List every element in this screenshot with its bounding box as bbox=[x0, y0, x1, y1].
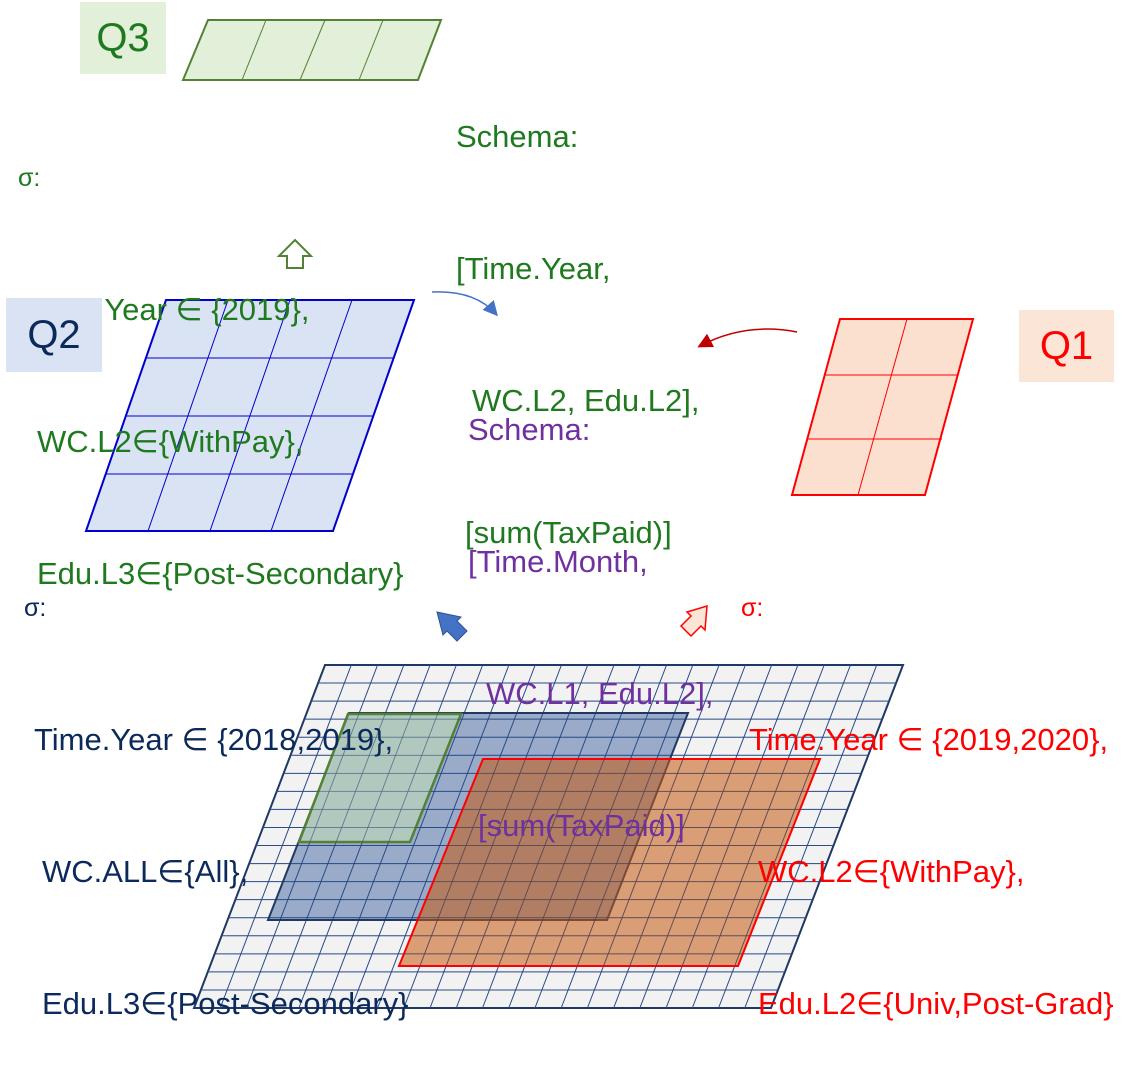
q3-sigma-line-2: WC.L2∈{WithPay}, bbox=[37, 424, 304, 459]
base-cube bbox=[192, 664, 905, 1009]
q3-sigma-line-3: Edu.L3∈{Post-Secondary} bbox=[37, 556, 404, 591]
base-grid-col bbox=[744, 664, 878, 1009]
q1-sigma: σ: Time.Year ∈ {2019,2020}, WC.L2∈{WithP… bbox=[741, 498, 1114, 1070]
q3-schema-line-2: WC.L2, Edu.L2], bbox=[472, 383, 700, 418]
overlay-grid-col bbox=[246, 664, 378, 1009]
overlay-grid-col bbox=[377, 664, 510, 1009]
q2-sigma-line-3: Edu.L3∈{Post-Secondary} bbox=[42, 986, 409, 1021]
base-grid-col bbox=[350, 664, 484, 1009]
overlay-grid-col bbox=[298, 664, 431, 1009]
q1-sigma-line-2: WC.L2∈{WithPay}, bbox=[758, 854, 1025, 889]
overlay-grid-col bbox=[482, 664, 615, 1009]
cube-diagram bbox=[84, 19, 975, 1009]
overlay-grid-col bbox=[324, 664, 457, 1009]
q1-sigma-line-1: Time.Year ∈ {2019,2020}, bbox=[749, 722, 1109, 757]
q3-region bbox=[297, 712, 463, 844]
q3-cube bbox=[181, 19, 443, 81]
overlay-grid-col bbox=[744, 664, 878, 1009]
overlay-grid-col bbox=[508, 664, 641, 1009]
overlay-grid-col bbox=[455, 664, 589, 1009]
q1-sigma-line-0: σ: bbox=[741, 594, 764, 622]
overlay-grid-col bbox=[560, 664, 694, 1009]
q2-schema-line-2: WC.L1, Edu.L2], bbox=[486, 676, 714, 711]
q2-schema-line-1: [Time.Month, bbox=[468, 544, 648, 579]
q3-schema-line-0: Schema: bbox=[456, 119, 579, 154]
overlay-grid-col bbox=[403, 664, 536, 1009]
q2-sigma-line-0: σ: bbox=[24, 594, 47, 622]
q3-schema: Schema: [Time.Year, WC.L2, Edu.L2], [sum… bbox=[456, 27, 699, 599]
overlay-grid-col bbox=[692, 664, 825, 1009]
overlay-grid-col bbox=[534, 664, 667, 1009]
overlay-grid-col bbox=[351, 664, 483, 1009]
q2-sigma-line-1: Time.Year ∈ {2018,2019}, bbox=[34, 722, 394, 757]
overlay-grid-col bbox=[429, 664, 562, 1009]
overlay-grid-col bbox=[587, 664, 720, 1009]
q2-cube bbox=[84, 299, 416, 532]
overlay-grid-col bbox=[665, 664, 799, 1009]
q2-schema-line-3: [sum(TaxPaid)] bbox=[478, 808, 685, 843]
q2-schema-arrow bbox=[431, 291, 498, 317]
overlay-grid-col bbox=[718, 664, 851, 1009]
q3-schema-line-1: [Time.Year, bbox=[456, 251, 611, 286]
base-grid-col bbox=[219, 664, 352, 1009]
q1-cube bbox=[790, 318, 975, 496]
overlay-grid-col bbox=[613, 664, 746, 1009]
base-grid-col bbox=[377, 664, 510, 1009]
q1-region bbox=[397, 758, 822, 967]
q3-label: Q3 bbox=[80, 2, 166, 74]
overlay-grid-col bbox=[219, 664, 352, 1009]
q2-sigma: σ: Time.Year ∈ {2018,2019}, WC.ALL∈{All}… bbox=[24, 498, 409, 1070]
q2-sigma-line-2: WC.ALL∈{All}, bbox=[42, 854, 249, 889]
up-arrow-q3 bbox=[276, 238, 314, 269]
q2-schema-line-0: Schema: bbox=[468, 412, 591, 447]
q3-schema-line-3: [sum(TaxPaid)] bbox=[465, 515, 672, 550]
overlay-grid-col bbox=[639, 664, 772, 1009]
q2-label: Q2 bbox=[6, 298, 102, 372]
arrow-to-q1 bbox=[679, 604, 708, 638]
overlay-grid-col bbox=[272, 664, 405, 1009]
q1-label: Q1 bbox=[1019, 310, 1114, 382]
arrow-to-q2 bbox=[436, 611, 468, 642]
q1-schema-arrow bbox=[697, 328, 798, 348]
q1-sigma-line-3: Edu.L2∈{Univ,Post-Grad} bbox=[758, 986, 1114, 1021]
q2-schema: Schema: [Time.Month, WC.L1, Edu.L2], [su… bbox=[468, 320, 713, 892]
q3-sigma-line-0: σ: bbox=[18, 164, 41, 192]
